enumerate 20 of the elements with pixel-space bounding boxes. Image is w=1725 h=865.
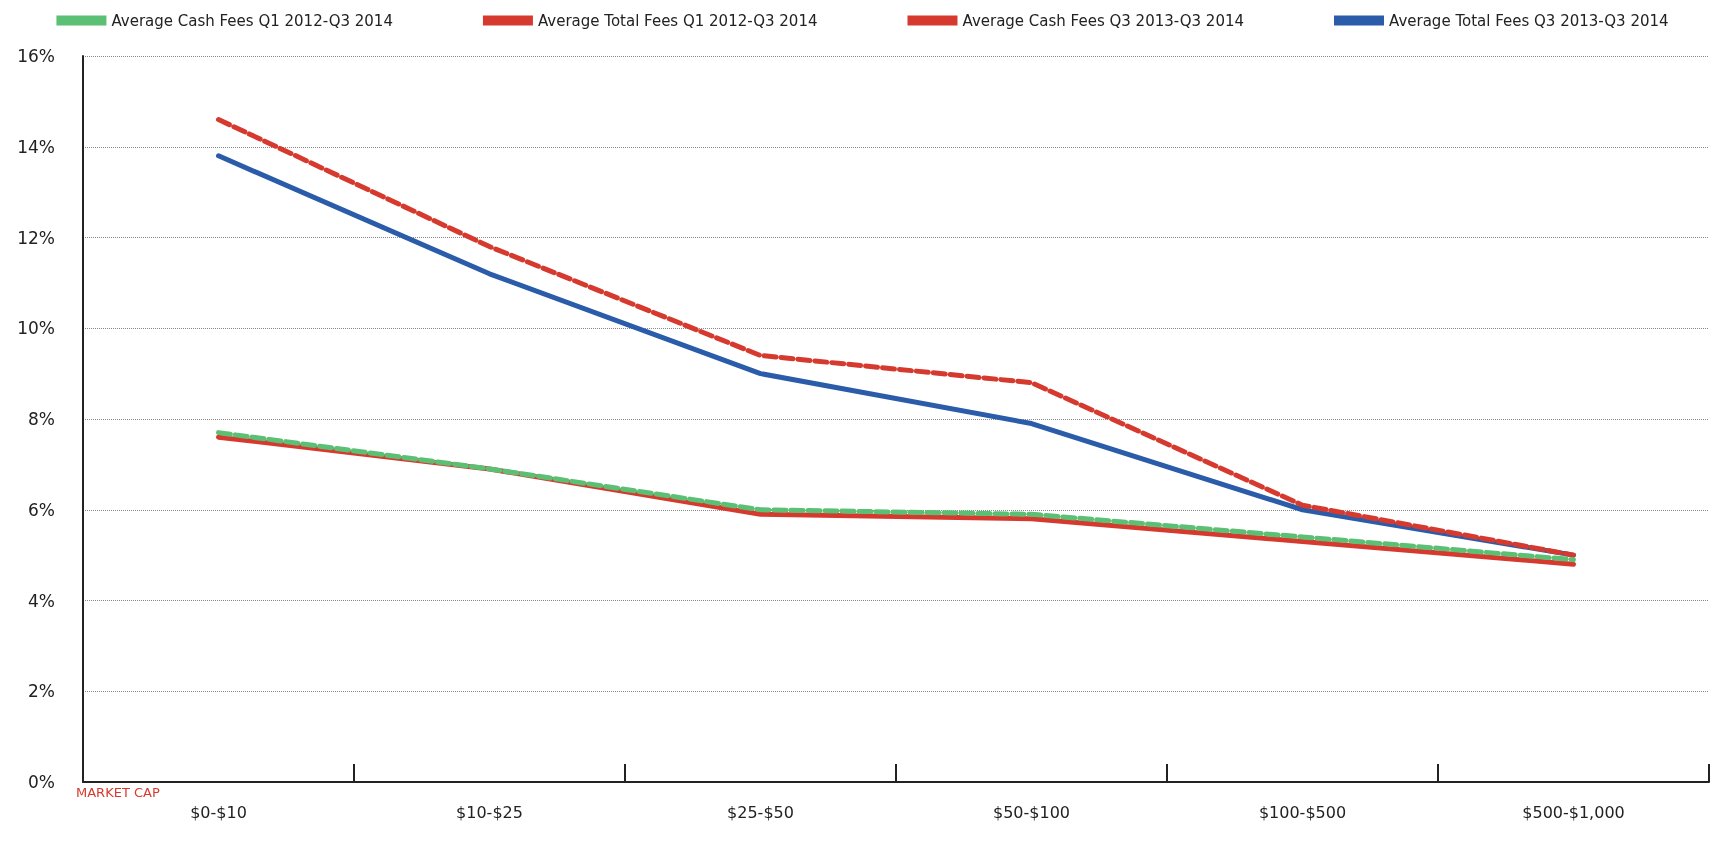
x-tick-label: $25-$50	[727, 802, 794, 822]
x-tick-label: $10-$25	[456, 802, 523, 822]
y-tick-label: 8%	[28, 409, 55, 429]
y-tick-label: 4%	[28, 590, 55, 611]
x-axis-title: MARKET CAP	[76, 785, 160, 800]
y-tick-label: 12%	[17, 227, 55, 248]
y-tick-label: 10%	[17, 318, 55, 339]
x-tick-label: $100-$500	[1258, 802, 1347, 822]
x-tick-label: $50-$100	[992, 802, 1071, 822]
y-tick-label: 14%	[17, 136, 55, 157]
legend-label: Average Total Fees Q3 2013-Q3 2014	[1389, 11, 1669, 30]
y-tick-label: 2%	[28, 681, 55, 702]
x-tick-label: $500-$1,000	[1522, 802, 1625, 822]
legend-label: Average Total Fees Q1 2012-Q3 2014	[537, 11, 818, 30]
legend-label: Average Cash Fees Q3 2013-Q3 2014	[962, 11, 1245, 30]
y-tick-label: 6%	[28, 499, 55, 520]
x-tick-label: $0-$10	[190, 802, 247, 822]
legend-label: Average Cash Fees Q1 2012-Q3 2014	[111, 11, 393, 30]
y-tick-label: 0%	[28, 772, 55, 792]
y-tick-label: 16%	[17, 46, 55, 66]
